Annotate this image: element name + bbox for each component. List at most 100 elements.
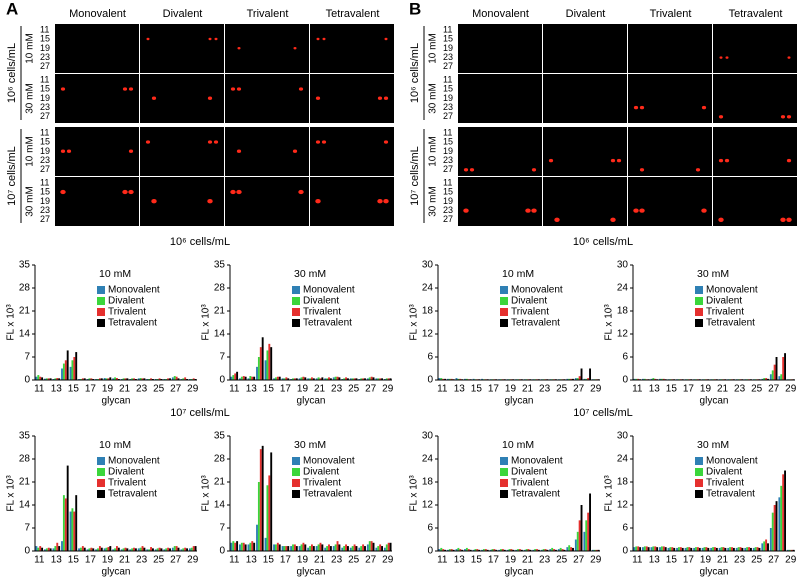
- bar: [761, 378, 764, 380]
- bar: [587, 378, 590, 380]
- x-tick-label: 13: [51, 384, 63, 395]
- legend-swatch: [292, 490, 300, 498]
- x-tick-label: 27: [365, 555, 377, 566]
- x-tick-label: 27: [170, 384, 182, 395]
- bar: [383, 547, 386, 551]
- bar: [247, 378, 250, 380]
- bar: [49, 548, 52, 551]
- bar: [379, 544, 382, 551]
- legend-swatch: [695, 297, 703, 305]
- bar: [767, 543, 769, 551]
- legend-swatch: [97, 308, 105, 316]
- bar: [88, 548, 91, 551]
- x-tick-label: 15: [263, 384, 275, 395]
- bar: [180, 549, 183, 551]
- bar: [167, 547, 170, 551]
- bar: [64, 360, 67, 380]
- array-image: [458, 74, 542, 123]
- bar: [440, 378, 443, 380]
- bar: [293, 378, 296, 380]
- spot: [531, 168, 537, 172]
- x-tick-label: 25: [348, 555, 360, 566]
- bar: [650, 547, 653, 551]
- spot: [633, 208, 639, 213]
- y-tick-label: 30: [617, 260, 629, 271]
- bar: [56, 542, 59, 551]
- bar: [287, 546, 290, 551]
- y-axis-label: FL x 10³: [604, 304, 615, 341]
- x-tick-label: 17: [488, 384, 500, 395]
- x-tick-label: 29: [590, 384, 602, 395]
- bar: [707, 547, 710, 551]
- array-image: [543, 127, 627, 176]
- bar: [103, 548, 106, 551]
- bar: [578, 376, 581, 380]
- bar: [232, 541, 235, 551]
- y-axis-label: FL x 10³: [6, 304, 17, 341]
- legend-label: Tetravalent: [706, 489, 755, 500]
- row-tick: 11: [443, 177, 452, 187]
- array-image: [458, 177, 542, 226]
- bar: [580, 505, 583, 551]
- column-header: Tetravalent: [326, 8, 380, 20]
- legend-label: Tetravalent: [108, 489, 157, 500]
- bar: [572, 378, 574, 380]
- bar: [652, 378, 655, 380]
- bar: [37, 547, 40, 551]
- bar: [566, 547, 569, 551]
- row-group-label: 10⁶ cells/mL: [6, 43, 18, 103]
- bar: [251, 376, 254, 380]
- bar: [681, 547, 684, 551]
- bar: [133, 378, 135, 380]
- x-tick-label: 27: [768, 384, 780, 395]
- legend-swatch: [695, 457, 703, 465]
- bar: [347, 546, 349, 551]
- bar: [476, 549, 479, 551]
- bar: [152, 548, 154, 551]
- bar: [381, 378, 383, 380]
- legend-label: Divalent: [706, 467, 742, 478]
- bar: [302, 542, 305, 551]
- row-tick: 23: [443, 52, 453, 62]
- bar: [109, 546, 112, 551]
- chart-group-heading: 10⁷ cells/mL: [573, 407, 633, 419]
- legend-swatch: [695, 468, 703, 476]
- row-tick: 19: [443, 43, 453, 53]
- bar: [780, 374, 783, 380]
- bar: [276, 376, 279, 380]
- array-image: [225, 177, 309, 226]
- bar: [120, 549, 123, 551]
- bar: [273, 378, 275, 380]
- bar: [523, 549, 526, 551]
- x-tick-label: 23: [331, 555, 343, 566]
- x-tick-label: 21: [522, 384, 534, 395]
- bar: [583, 378, 586, 380]
- x-tick-label: 21: [717, 555, 729, 566]
- bar: [520, 549, 523, 551]
- bar: [109, 377, 112, 380]
- row-tick: 15: [40, 137, 50, 147]
- legend-swatch: [500, 308, 508, 316]
- bar: [126, 378, 129, 380]
- array-image: [55, 177, 139, 226]
- column-header: Divalent: [163, 8, 203, 20]
- bar: [633, 547, 636, 551]
- x-tick-label: 21: [314, 555, 326, 566]
- row-tick: 23: [40, 52, 50, 62]
- bar: [457, 547, 460, 551]
- bar: [765, 378, 768, 380]
- bar: [710, 547, 713, 551]
- bar: [455, 378, 458, 380]
- x-tick-label: 13: [649, 384, 661, 395]
- bar: [64, 498, 67, 551]
- bar: [169, 378, 171, 380]
- bar: [375, 547, 378, 551]
- y-tick-label: 14: [214, 329, 226, 340]
- bar: [519, 549, 521, 551]
- bar: [698, 547, 701, 551]
- bar: [105, 547, 108, 551]
- bar: [659, 547, 661, 551]
- bar: [141, 546, 144, 551]
- bar: [765, 539, 768, 551]
- y-tick-label: 6: [622, 523, 628, 534]
